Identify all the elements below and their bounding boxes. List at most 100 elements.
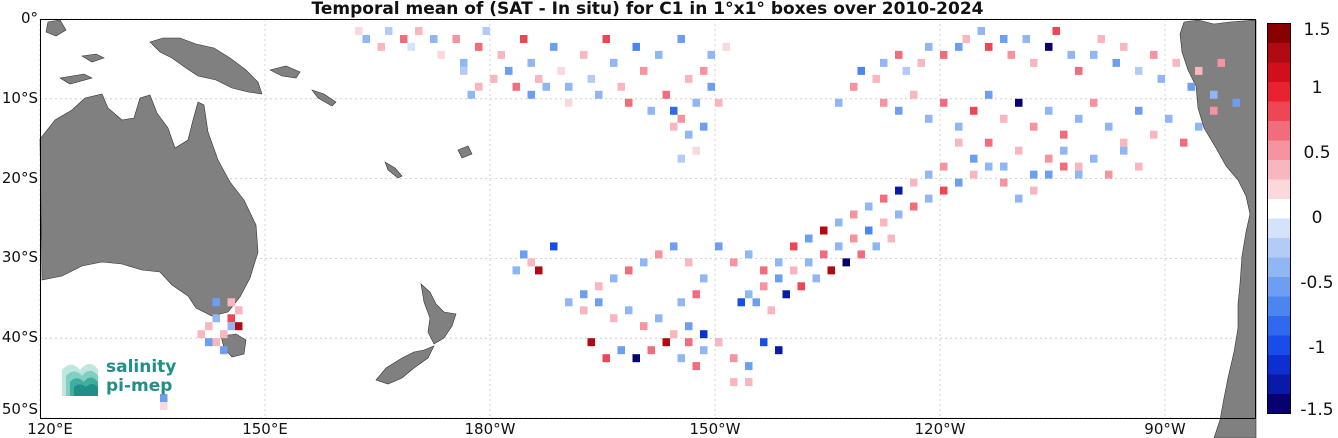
data-cell [1120,138,1128,147]
data-cell [512,82,520,91]
data-cell [760,266,768,275]
data-cell [497,50,505,59]
data-cell [977,27,985,35]
data-cell [827,266,835,275]
lon-tick-label: 120°E [27,420,73,438]
data-cell [820,226,828,235]
lon-tick-label: 150°W [689,420,741,438]
data-cell [212,298,220,307]
data-cell [925,42,933,51]
data-cell [767,306,775,315]
data-cell [895,106,903,115]
data-cell [872,242,880,251]
data-cell [790,266,798,275]
colorbar-segment [1267,120,1290,141]
data-cell [662,90,670,99]
colorbar-segment [1267,237,1290,258]
salinity-pimep-logo: salinity pi-mep [58,352,190,402]
data-cell [1210,106,1218,115]
data-cell [595,90,603,99]
data-cell [1075,66,1083,75]
data-cell [775,258,783,267]
data-cell [1217,58,1225,67]
landmass-solomon-islands [311,89,337,107]
colorbar-tick-label: 0.5 [1303,143,1331,163]
data-cell [1135,66,1143,75]
data-cell [512,266,520,275]
logo-wave-icon [62,364,98,396]
data-cell [925,194,933,203]
data-cell [917,58,925,67]
data-cell [400,35,408,43]
landmass-fiji [457,145,473,159]
data-cell [842,258,850,267]
data-cell [677,35,685,43]
data-cell [895,210,903,219]
data-cell [527,58,535,67]
data-cell [460,58,468,67]
data-cell [745,250,753,259]
colorbar-tick-label: -1.5 [1300,400,1334,420]
lat-tick-label: 10°S [1,88,38,107]
data-cell [700,346,708,355]
colorbar-segment [1267,179,1290,199]
data-cell [775,346,783,355]
colorbar-segment [1267,335,1290,355]
data-cell [197,330,205,339]
data-cell [505,66,513,75]
colorbar-segment [1267,276,1290,297]
data-cell [625,98,633,107]
data-cell [475,42,483,51]
lat-tick-label: 40°S [1,328,38,347]
data-cell [647,106,655,115]
data-cell [1060,162,1068,171]
data-cell [880,218,888,227]
data-cell [482,27,490,35]
data-cell [835,218,843,227]
data-cell [520,250,528,259]
colorbar-tick-label: 0 [1311,208,1323,228]
data-cell [1075,114,1083,123]
land-masses [39,19,1257,438]
data-cell [985,138,993,147]
colorbar-tick-label: -0.5 [1300,273,1334,293]
landmass-new-zealand-north [420,283,457,345]
data-cell [1052,27,1060,35]
data-cell [1172,58,1180,67]
data-cell [212,338,220,347]
data-cell [1195,66,1203,75]
landmass-sulawesi [81,53,105,63]
data-cell [730,378,738,387]
data-cell [692,290,700,299]
data-cell [812,274,820,283]
data-cell [850,210,858,219]
data-cell [670,330,678,339]
landmass-new-britain [269,65,301,79]
data-cell [565,98,573,107]
data-cell [805,234,813,243]
data-cell [452,35,460,43]
data-cell [752,298,760,307]
colorbar-segment [1267,354,1290,375]
data-cell [902,66,910,75]
colorbar-segment [1267,81,1290,102]
colorbar [1267,23,1290,414]
data-cell [355,27,363,35]
data-cell [527,90,535,99]
data-cell [835,98,843,107]
data-cell [700,274,708,283]
data-cell [677,114,685,123]
data-cell [715,242,723,251]
data-cell [220,330,228,339]
data-cell [430,35,438,43]
data-cell [557,66,565,75]
data-cell [985,162,993,171]
data-cell [955,122,963,131]
data-cell [655,314,663,323]
landmass-new-guinea [149,37,263,95]
data-cell [745,290,753,299]
data-cell [895,50,903,59]
data-cell [595,298,603,307]
landmass-maluku-islands [45,19,67,37]
colorbar-segment [1267,198,1290,219]
